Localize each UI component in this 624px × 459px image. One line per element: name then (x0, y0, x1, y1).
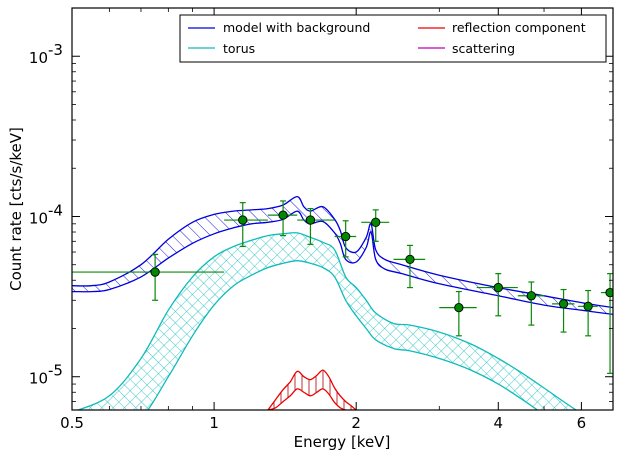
data-marker (238, 215, 248, 225)
legend-entry-torus: torus (188, 41, 255, 56)
data-point (393, 244, 426, 289)
data-point (439, 290, 477, 337)
data-point (224, 202, 268, 248)
band-upper-model-with-background (72, 195, 613, 309)
y-tick-exponent: -5 (48, 362, 63, 380)
legend-entry-model: model with background (188, 20, 370, 35)
data-point (552, 288, 575, 333)
data-marker (405, 254, 415, 265)
plot-frame (71, 7, 614, 411)
legend-box (179, 14, 607, 63)
data-marker (341, 231, 351, 242)
band-lower-model-with-background (72, 210, 613, 316)
band-upper-torus (76, 232, 578, 410)
legend-label-scattering: scattering (452, 41, 515, 56)
data-point (72, 253, 225, 301)
data-marker (605, 287, 613, 298)
y-tick-label: 10 (29, 370, 48, 388)
data-marker (454, 302, 464, 313)
y-tick-label: 10 (29, 49, 48, 67)
legend-label-reflection: reflection component (452, 20, 586, 35)
legend-label-torus: torus (223, 41, 255, 56)
data-point (297, 207, 335, 245)
data-point (600, 273, 613, 374)
y-tick-exponent: -4 (48, 201, 63, 219)
data-point (361, 209, 390, 242)
band-lower-torus (147, 260, 539, 410)
x-tick-label: 1 (209, 414, 219, 432)
data-marker (150, 267, 160, 277)
tick-labels: 0.5 1 2 4 610-510-410-3 (29, 41, 586, 432)
legend-entry-scattering: scattering (418, 41, 515, 56)
legend-label-model: model with background (223, 20, 370, 35)
plot-area (72, 195, 613, 410)
data-point (517, 281, 545, 326)
x-tick-label: 0.5 (60, 414, 84, 432)
data-marker (493, 282, 503, 293)
data-marker (526, 291, 536, 301)
data-marker (583, 301, 593, 311)
data-points (72, 200, 613, 374)
data-point (267, 200, 298, 237)
data-point (476, 273, 518, 317)
band-fill-model-with-background (72, 196, 613, 315)
data-marker (305, 215, 316, 225)
band-upper-reflection-component (267, 369, 357, 410)
x-tick-label: 6 (577, 414, 587, 432)
data-marker (371, 217, 381, 227)
x-tick-label: 2 (351, 414, 361, 432)
data-point (577, 289, 598, 337)
y-tick-label: 10 (29, 209, 48, 227)
x-axis-label: Energy [keV] (294, 433, 391, 451)
band-fill-reflection-component (267, 370, 357, 410)
data-marker (558, 299, 569, 309)
band-fill-torus (78, 232, 576, 410)
legend: model with background reflection compone… (179, 14, 607, 63)
data-marker (278, 210, 288, 220)
legend-entry-reflection: reflection component (418, 20, 586, 35)
y-tick-exponent: -3 (48, 41, 63, 59)
data-point (334, 220, 357, 258)
x-tick-label: 4 (494, 414, 504, 432)
y-axis-label: Count rate [cts/s/keV] (7, 127, 25, 291)
